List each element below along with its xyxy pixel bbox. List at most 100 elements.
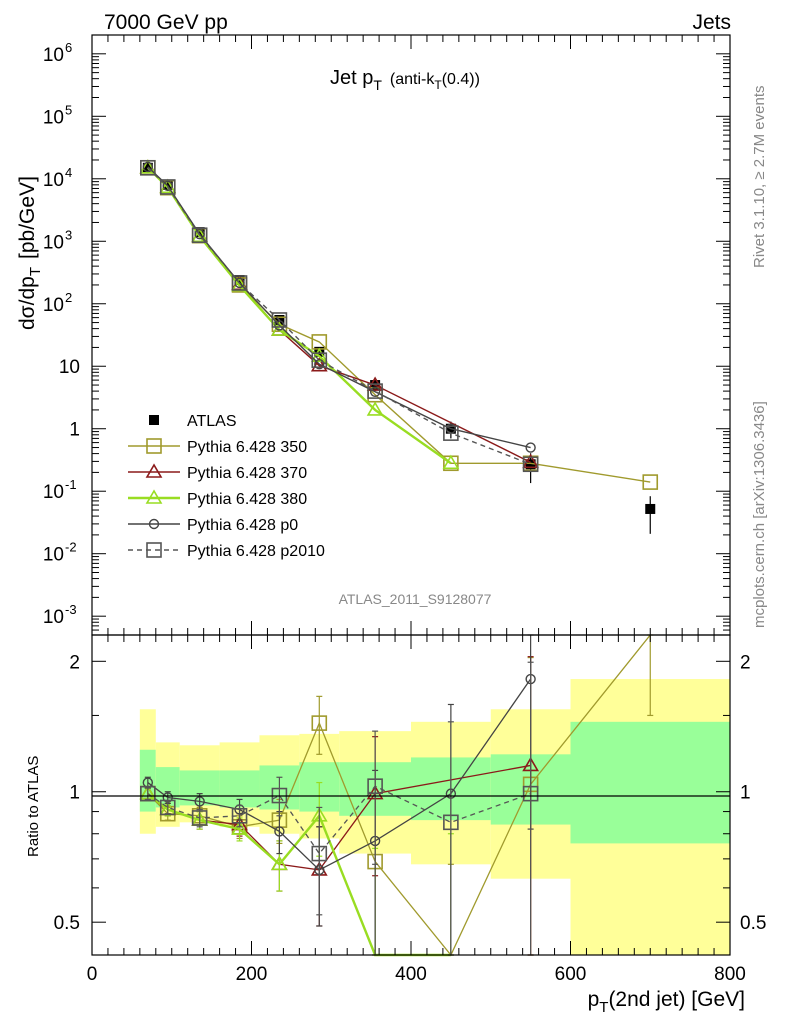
data-point <box>366 401 384 416</box>
legend-label: ATLAS <box>187 413 237 430</box>
ratio-point <box>194 796 205 807</box>
ratio-point <box>140 785 156 802</box>
y-tick-exponent: 4 <box>65 165 72 180</box>
ratio-point <box>522 785 539 802</box>
ratio-series-5 <box>140 661 539 956</box>
data-point <box>310 347 328 362</box>
legend-marker <box>146 438 162 454</box>
data-point <box>162 179 173 190</box>
data-point <box>194 227 205 238</box>
ratio-plot-series <box>139 634 654 957</box>
data-point <box>314 346 325 357</box>
data-point <box>159 179 176 195</box>
data-point <box>369 386 381 397</box>
x-tick-label: 600 <box>555 964 587 985</box>
data-point <box>162 180 173 192</box>
y-tick-exponent: 5 <box>65 102 72 117</box>
ratio-point <box>367 778 383 794</box>
series-line <box>147 166 531 449</box>
ratio-point <box>231 820 248 835</box>
legend-marker <box>145 463 163 478</box>
ratio-band-inner <box>570 721 730 844</box>
plot-title: Jet pT (anti-kT(0.4)) <box>330 67 480 93</box>
legend-marker <box>145 489 163 504</box>
data-point <box>314 358 325 370</box>
y-tick-label: 10 <box>43 45 64 66</box>
ratio-uncertainty-bands <box>139 679 730 955</box>
y-tick-exponent: -2 <box>65 540 77 555</box>
series-4 <box>142 161 536 453</box>
legend-label: Pythia 6.428 p2010 <box>187 543 325 560</box>
data-point <box>234 277 245 289</box>
ratio-point <box>231 808 248 824</box>
header-jets-label: Jets <box>692 11 731 34</box>
y-tick-label: 10 <box>59 357 80 378</box>
y-tick-label: 10 <box>43 545 64 566</box>
data-point <box>525 459 536 470</box>
legend-label: Pythia 6.428 370 <box>187 465 307 482</box>
y-tick-exponent: -3 <box>65 602 77 617</box>
data-point <box>159 178 177 194</box>
legend: ATLAS Pythia 6.428 350 Pythia 6.428 370 Pyt… <box>128 413 325 560</box>
y-tick-label: 10 <box>43 107 64 128</box>
data-point <box>271 312 288 328</box>
ratio-tick-label: 1 <box>69 783 80 804</box>
y-tick-label: 10 <box>43 295 64 316</box>
legend-marker <box>149 415 159 425</box>
ratio-point <box>311 715 328 731</box>
x-axis-label: pT(2nd jet) [GeV] <box>588 988 745 1016</box>
main-plot-series <box>139 159 659 534</box>
y-axis-label: dσ/dpT[pb/GeV] <box>16 176 44 330</box>
data-point <box>442 454 460 470</box>
y-tick-label: 1 <box>69 420 80 441</box>
series-5 <box>140 159 539 473</box>
ratio-point <box>159 799 176 816</box>
data-point <box>522 453 540 469</box>
data-point <box>645 503 656 514</box>
data-point <box>194 228 205 240</box>
series-line <box>147 167 531 465</box>
series-line <box>147 167 651 483</box>
ratio-tick-label-right: 2 <box>740 652 751 673</box>
y-tick-exponent: 6 <box>65 40 72 55</box>
rivet-label: Rivet 3.1.10, ≥ 2.7M events <box>751 86 768 269</box>
ratio-point <box>311 845 328 862</box>
header-energy-label: 7000 GeV pp <box>104 11 228 34</box>
data-point <box>367 383 383 399</box>
x-tick-label: 200 <box>236 964 268 985</box>
ratio-point <box>274 826 285 837</box>
data-point <box>139 159 157 174</box>
legend-marker <box>146 542 162 558</box>
ratio-point <box>271 855 288 871</box>
legend-label: Pythia 6.428 p0 <box>187 517 298 534</box>
analysis-watermark: ATLAS_2011_S9128077 <box>339 591 492 607</box>
ratio-point <box>191 810 208 826</box>
y-tick-label: 10 <box>43 170 64 191</box>
ratio-tick-label: 0.5 <box>54 913 80 934</box>
ratio-tick-label-right: 1 <box>740 783 751 804</box>
y-tick-exponent: 3 <box>65 227 72 242</box>
data-point <box>642 474 659 490</box>
x-tick-label: 800 <box>714 964 746 985</box>
y-tick-label: 10 <box>43 482 64 503</box>
y-tick-exponent: -1 <box>65 477 77 492</box>
y-tick-exponent: 2 <box>65 290 72 305</box>
ratio-tick-label-right: 0.5 <box>740 913 766 934</box>
data-point <box>142 161 154 173</box>
y-tick-label: 10 <box>43 232 64 253</box>
data-point <box>231 275 248 291</box>
ratio-tick-label: 2 <box>69 652 80 673</box>
ratio-point <box>443 814 459 831</box>
data-point <box>525 442 536 453</box>
mcplots-label: mcplots.cern.ch [arXiv:1306.3436] <box>751 401 768 628</box>
data-point <box>443 425 459 441</box>
ratio-y-axis-label: Ratio to ATLAS <box>25 756 42 857</box>
data-point <box>311 352 328 368</box>
x-tick-label: 400 <box>395 964 427 985</box>
legend-label: Pythia 6.428 380 <box>187 491 307 508</box>
ratio-band-inner <box>155 767 180 808</box>
data-point <box>522 456 539 473</box>
data-point <box>191 227 209 243</box>
